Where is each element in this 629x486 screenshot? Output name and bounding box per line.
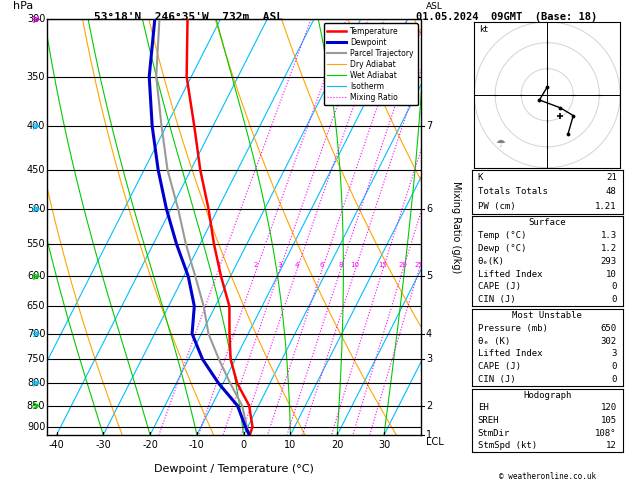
Text: 15: 15 <box>378 262 387 268</box>
Text: 450: 450 <box>27 165 45 175</box>
Text: SREH: SREH <box>478 416 499 425</box>
Text: 400: 400 <box>27 121 45 131</box>
Text: PW (cm): PW (cm) <box>478 202 515 211</box>
Text: -30: -30 <box>96 440 111 450</box>
Text: CAPE (J): CAPE (J) <box>478 282 521 292</box>
Legend: Temperature, Dewpoint, Parcel Trajectory, Dry Adiabat, Wet Adiabat, Isotherm, Mi: Temperature, Dewpoint, Parcel Trajectory… <box>323 23 418 105</box>
Text: 01.05.2024  09GMT  (Base: 18): 01.05.2024 09GMT (Base: 18) <box>416 12 597 22</box>
Text: 1.2: 1.2 <box>601 244 616 253</box>
Text: 7: 7 <box>426 121 432 131</box>
Text: CIN (J): CIN (J) <box>478 295 515 304</box>
Text: km
ASL: km ASL <box>426 0 443 11</box>
Text: 300: 300 <box>27 15 45 24</box>
Text: θₑ (K): θₑ (K) <box>478 336 510 346</box>
Text: 48: 48 <box>606 188 616 196</box>
Text: 800: 800 <box>27 378 45 388</box>
Text: 4: 4 <box>426 329 432 339</box>
Text: 1: 1 <box>216 262 221 268</box>
Text: 6: 6 <box>426 204 432 214</box>
Text: CAPE (J): CAPE (J) <box>478 363 521 371</box>
Text: Surface: Surface <box>528 218 566 227</box>
Text: CIN (J): CIN (J) <box>478 375 515 384</box>
Text: 10: 10 <box>350 262 360 268</box>
Text: Hodograph: Hodograph <box>523 391 571 399</box>
Text: 600: 600 <box>27 272 45 281</box>
Text: -40: -40 <box>48 440 64 450</box>
Text: 53°18'N  246°35'W  732m  ASL: 53°18'N 246°35'W 732m ASL <box>94 12 283 22</box>
Text: StmDir: StmDir <box>478 429 510 437</box>
Text: 120: 120 <box>601 403 616 412</box>
Text: 900: 900 <box>27 422 45 432</box>
Text: 302: 302 <box>601 336 616 346</box>
Text: 0: 0 <box>611 363 616 371</box>
Text: 700: 700 <box>27 329 45 339</box>
Text: 20: 20 <box>398 262 407 268</box>
Text: 650: 650 <box>27 301 45 311</box>
Text: 0: 0 <box>611 295 616 304</box>
Text: EH: EH <box>478 403 489 412</box>
Text: Pressure (mb): Pressure (mb) <box>478 324 548 332</box>
Text: 1: 1 <box>426 430 432 440</box>
Text: 750: 750 <box>26 354 45 364</box>
Text: Temp (°C): Temp (°C) <box>478 231 526 240</box>
Text: 10: 10 <box>284 440 296 450</box>
Text: Totals Totals: Totals Totals <box>478 188 548 196</box>
Text: 30: 30 <box>378 440 390 450</box>
Text: Mixing Ratio (g/kg): Mixing Ratio (g/kg) <box>451 181 461 273</box>
Text: ☂: ☂ <box>496 139 505 149</box>
Text: 3: 3 <box>426 354 432 364</box>
Text: 3: 3 <box>277 262 282 268</box>
Text: 1.21: 1.21 <box>595 202 616 211</box>
Text: -20: -20 <box>142 440 158 450</box>
Text: Dewpoint / Temperature (°C): Dewpoint / Temperature (°C) <box>154 464 314 474</box>
Text: 850: 850 <box>27 400 45 411</box>
Text: 12: 12 <box>606 441 616 450</box>
Text: 2: 2 <box>254 262 259 268</box>
Text: 105: 105 <box>601 416 616 425</box>
Text: 21: 21 <box>606 173 616 182</box>
Text: 6: 6 <box>320 262 324 268</box>
Text: 3: 3 <box>611 349 616 359</box>
Text: kt: kt <box>479 25 488 35</box>
Text: 20: 20 <box>331 440 343 450</box>
Text: 1.3: 1.3 <box>601 231 616 240</box>
Text: 108°: 108° <box>595 429 616 437</box>
Text: 5: 5 <box>426 272 432 281</box>
Text: 0: 0 <box>241 440 247 450</box>
Text: StmSpd (kt): StmSpd (kt) <box>478 441 537 450</box>
Text: 650: 650 <box>601 324 616 332</box>
Text: 293: 293 <box>601 257 616 266</box>
Text: K: K <box>478 173 483 182</box>
Text: LCL: LCL <box>426 437 443 447</box>
Text: 350: 350 <box>27 71 45 82</box>
Text: Lifted Index: Lifted Index <box>478 270 542 278</box>
Text: Lifted Index: Lifted Index <box>478 349 542 359</box>
Text: Dewp (°C): Dewp (°C) <box>478 244 526 253</box>
Text: 10: 10 <box>606 270 616 278</box>
Text: 25: 25 <box>415 262 423 268</box>
Text: 0: 0 <box>611 282 616 292</box>
Text: 2: 2 <box>426 400 432 411</box>
Text: 550: 550 <box>26 239 45 249</box>
Text: © weatheronline.co.uk: © weatheronline.co.uk <box>499 472 596 481</box>
Text: θₑ(K): θₑ(K) <box>478 257 504 266</box>
Text: 0: 0 <box>611 375 616 384</box>
Text: 4: 4 <box>294 262 299 268</box>
Text: hPa: hPa <box>13 1 34 11</box>
Text: Most Unstable: Most Unstable <box>512 311 582 320</box>
Text: 500: 500 <box>27 204 45 214</box>
Text: -10: -10 <box>189 440 205 450</box>
Text: 8: 8 <box>338 262 343 268</box>
